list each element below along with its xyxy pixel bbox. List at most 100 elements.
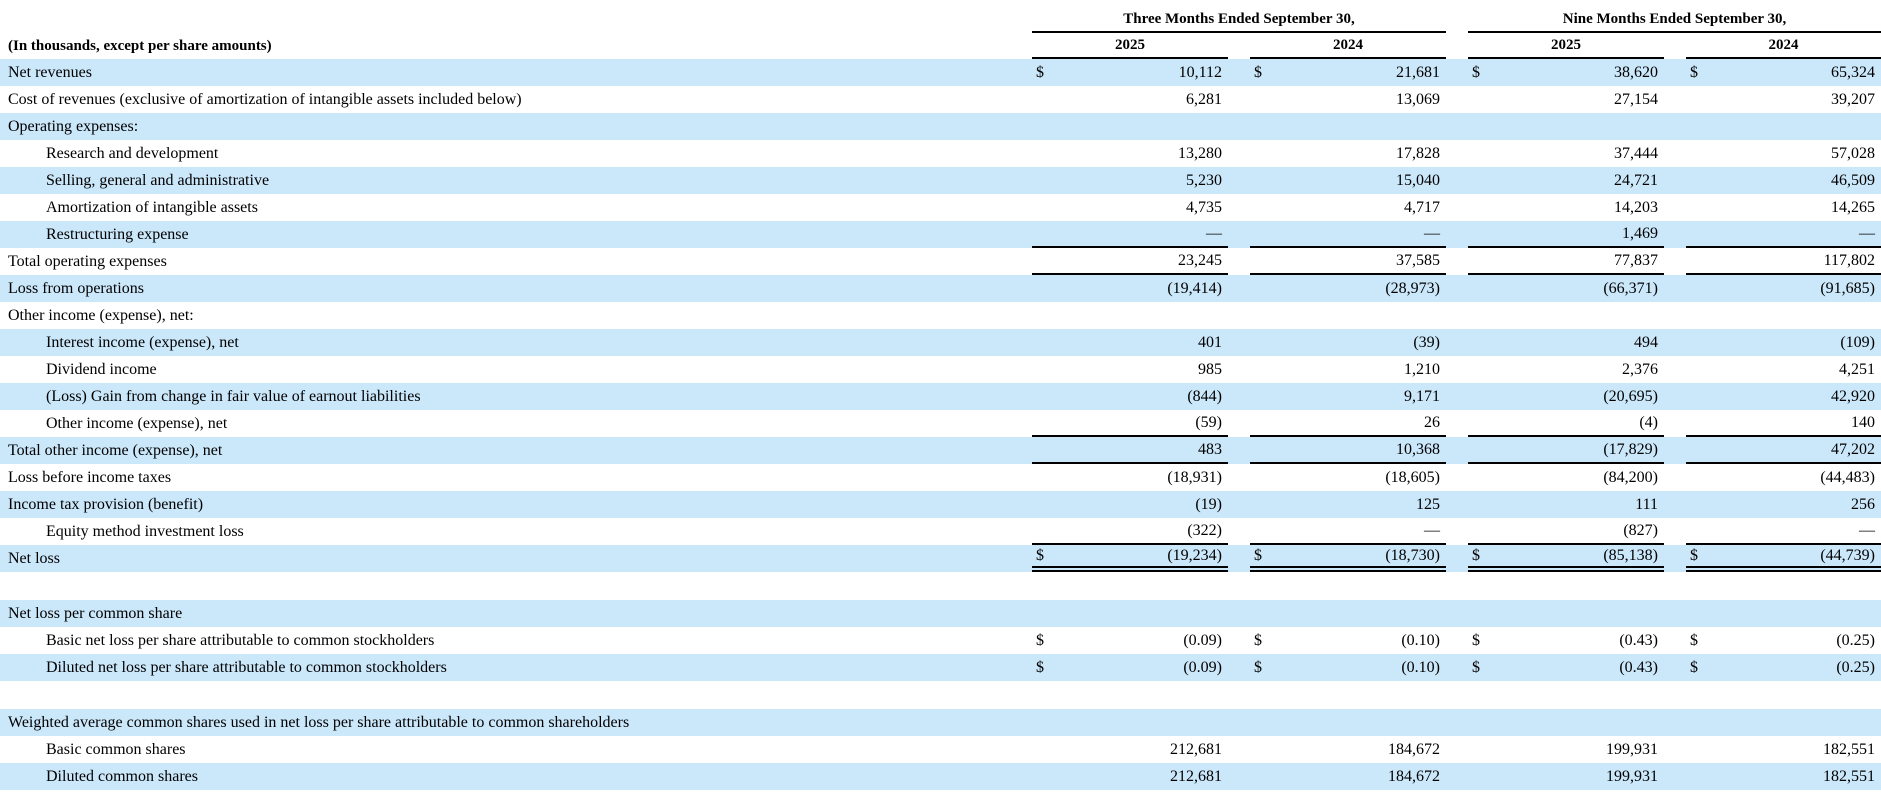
column-gap bbox=[1446, 545, 1468, 572]
row-label: Other income (expense), net: bbox=[8, 306, 194, 324]
amount-cell: 182,551 bbox=[1686, 763, 1881, 790]
row-label: Selling, general and administrative bbox=[46, 171, 270, 189]
amount-cell: — bbox=[1686, 518, 1881, 545]
amount-cell: $38,620 bbox=[1468, 59, 1664, 86]
column-gap bbox=[1228, 600, 1250, 627]
amount-cell: 1,210 bbox=[1250, 356, 1446, 383]
amount-cell: 184,672 bbox=[1250, 763, 1446, 790]
column-gap bbox=[1228, 518, 1250, 545]
amount-cell bbox=[1032, 302, 1228, 329]
column-gap bbox=[1446, 194, 1468, 221]
amount-value: — bbox=[1206, 224, 1222, 242]
amount-cell: 37,585 bbox=[1250, 248, 1446, 275]
amount-value: 2,376 bbox=[1622, 360, 1658, 378]
amount-cell: 14,203 bbox=[1468, 194, 1664, 221]
amount-cell: 125 bbox=[1250, 491, 1446, 518]
amount-value: 47,202 bbox=[1831, 440, 1875, 458]
amount-value: (0.25) bbox=[1836, 658, 1875, 676]
currency-symbol: $ bbox=[1472, 63, 1480, 81]
amount-cell: $ (44,739) bbox=[1686, 545, 1881, 572]
amount-value: (66,371) bbox=[1603, 279, 1658, 297]
amount-cell: 182,551 bbox=[1686, 736, 1881, 763]
amount-value: 46,509 bbox=[1831, 171, 1875, 189]
amount-value: (39) bbox=[1413, 333, 1440, 351]
column-gap bbox=[1446, 356, 1468, 383]
amount-value: (18,730) bbox=[1385, 546, 1440, 564]
amount-cell: (109) bbox=[1686, 329, 1881, 356]
amount-cell: $ (0.10) bbox=[1250, 627, 1446, 654]
amount-value: (19) bbox=[1195, 495, 1222, 513]
currency-symbol: $ bbox=[1036, 631, 1044, 649]
amount-value: (0.09) bbox=[1183, 631, 1222, 649]
amount-cell: (4) bbox=[1468, 410, 1664, 437]
amount-value: — bbox=[1424, 521, 1440, 539]
amount-value: 37,444 bbox=[1614, 144, 1658, 162]
amount-value: 6,281 bbox=[1186, 90, 1222, 108]
amount-value: 184,672 bbox=[1388, 740, 1440, 758]
column-gap bbox=[1446, 437, 1468, 464]
column-gap bbox=[1228, 329, 1250, 356]
column-gap bbox=[1446, 410, 1468, 437]
currency-symbol: $ bbox=[1254, 63, 1262, 81]
row-label: Net loss per common share bbox=[8, 604, 183, 622]
row-label: Basic common shares bbox=[46, 740, 186, 758]
amount-cell: 47,202 bbox=[1686, 437, 1881, 464]
column-gap bbox=[1664, 302, 1686, 329]
year-header-row: (In thousands, except per share amounts)… bbox=[0, 33, 1881, 59]
amount-value: (17,829) bbox=[1603, 440, 1658, 458]
amount-cell: 17,828 bbox=[1250, 140, 1446, 167]
column-gap bbox=[1664, 491, 1686, 518]
column-gap bbox=[1664, 654, 1686, 681]
amount-value: (59) bbox=[1195, 413, 1222, 431]
amount-cell: 2,376 bbox=[1468, 356, 1664, 383]
currency-symbol: $ bbox=[1690, 546, 1698, 564]
amount-cell: 483 bbox=[1032, 437, 1228, 464]
column-gap bbox=[1664, 627, 1686, 654]
row-label: Net revenues bbox=[8, 63, 92, 81]
amount-value: 14,203 bbox=[1614, 198, 1658, 216]
amount-value: 483 bbox=[1198, 440, 1222, 458]
amount-value: 199,931 bbox=[1606, 740, 1658, 758]
currency-symbol: $ bbox=[1036, 63, 1044, 81]
column-gap bbox=[1228, 763, 1250, 790]
amount-cell: (91,685) bbox=[1686, 275, 1881, 302]
amount-cell: 23,245 bbox=[1032, 248, 1228, 275]
amount-cell: (20,695) bbox=[1468, 383, 1664, 410]
column-gap bbox=[1664, 410, 1686, 437]
amount-cell: 212,681 bbox=[1032, 736, 1228, 763]
amount-cell bbox=[1468, 113, 1664, 140]
currency-symbol: $ bbox=[1254, 658, 1262, 676]
amount-cell bbox=[1468, 709, 1664, 736]
table-row: Net revenues $10,112 $21,681 $38,620 $65,324 bbox=[0, 59, 1881, 86]
row-label: Total other income (expense), net bbox=[8, 441, 223, 459]
column-gap bbox=[1664, 437, 1686, 464]
column-gap bbox=[1228, 86, 1250, 113]
table-row: Basic net loss per share attributable to… bbox=[0, 627, 1881, 654]
column-gap bbox=[1664, 59, 1686, 86]
amount-cell: 256 bbox=[1686, 491, 1881, 518]
amount-cell: $65,324 bbox=[1686, 59, 1881, 86]
column-gap bbox=[1228, 113, 1250, 140]
row-label: (Loss) Gain from change in fair value of… bbox=[46, 387, 421, 405]
spacer-row bbox=[0, 681, 1881, 709]
amount-cell: 212,681 bbox=[1032, 763, 1228, 790]
year-header-2024-ytd: 2024 bbox=[1686, 37, 1881, 59]
column-gap bbox=[1228, 709, 1250, 736]
column-gap bbox=[1446, 627, 1468, 654]
amount-cell: — bbox=[1686, 221, 1881, 248]
amount-cell: 5,230 bbox=[1032, 167, 1228, 194]
amount-cell: $ (85,138) bbox=[1468, 545, 1664, 572]
amount-cell: (18,605) bbox=[1250, 464, 1446, 491]
amount-value: (0.10) bbox=[1401, 658, 1440, 676]
row-label: Loss before income taxes bbox=[8, 468, 172, 486]
amount-cell: 14,265 bbox=[1686, 194, 1881, 221]
column-gap bbox=[1446, 248, 1468, 275]
amount-cell: $10,112 bbox=[1032, 59, 1228, 86]
table-row: Restructuring expense — — 1,469 — bbox=[0, 221, 1881, 248]
amount-value: (18,931) bbox=[1167, 468, 1222, 486]
column-gap bbox=[1228, 383, 1250, 410]
row-label: Restructuring expense bbox=[46, 225, 189, 243]
column-gap bbox=[1228, 437, 1250, 464]
amount-cell: 13,280 bbox=[1032, 140, 1228, 167]
amount-value: (85,138) bbox=[1603, 546, 1658, 564]
